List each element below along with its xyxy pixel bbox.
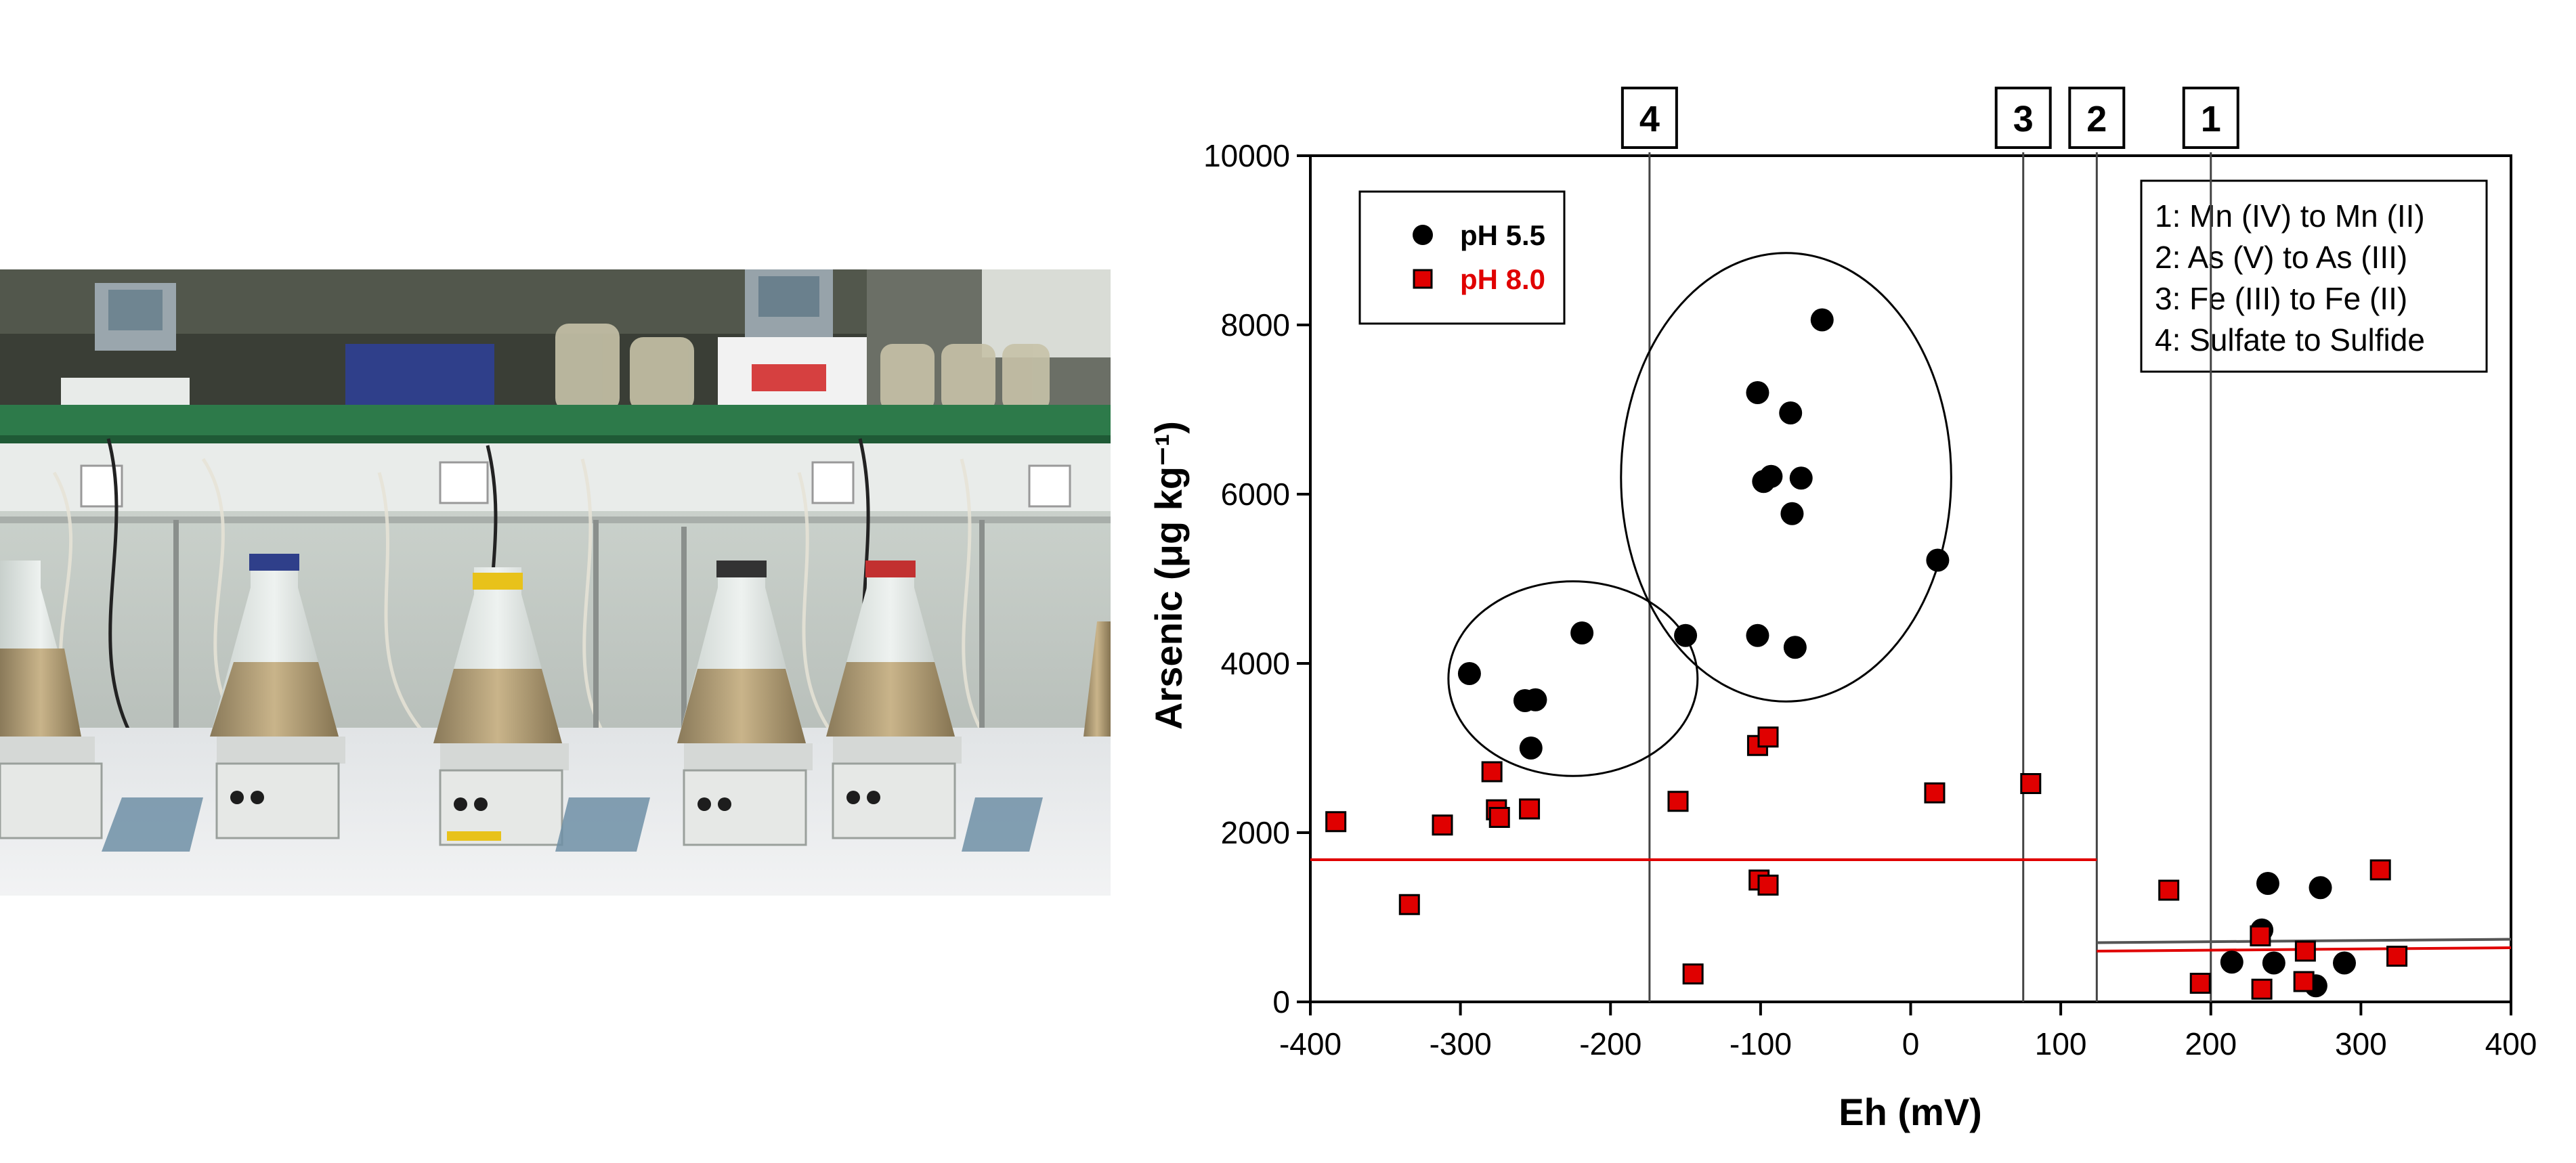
point-ph80 xyxy=(2251,978,2273,1000)
point-ph80 xyxy=(1924,782,1946,804)
reference-label-box-2 xyxy=(2068,87,2126,149)
legend-marker-ph55 xyxy=(1413,225,1433,245)
point-ph55 xyxy=(1519,737,1543,760)
y-tick-label: 0 xyxy=(1272,984,1290,1019)
x-tick-label: 0 xyxy=(1902,1026,1920,1061)
point-ph80 xyxy=(2293,971,2315,992)
reference-label-box-4 xyxy=(1620,87,1678,149)
cluster-ellipse-1 xyxy=(1447,580,1699,777)
point-ph55 xyxy=(1779,401,1803,424)
y-tick-label: 10000 xyxy=(1203,138,1290,173)
x-tick-label: 100 xyxy=(2035,1026,2087,1061)
y-tick-label: 6000 xyxy=(1221,477,1290,512)
point-ph55 xyxy=(1783,636,1807,659)
key-box: 1: Mn (IV) to Mn (II) 2: As (V) to As (I… xyxy=(2140,179,2488,373)
point-ph80 xyxy=(1757,875,1779,896)
legend-label-ph55: pH 5.5 xyxy=(1460,219,1545,251)
legend-label-ph80: pH 8.0 xyxy=(1460,263,1545,295)
point-ph55 xyxy=(1926,548,1950,572)
reference-label-box-3 xyxy=(1994,87,2052,149)
point-ph80 xyxy=(2369,859,2391,881)
x-tick-label: -200 xyxy=(1579,1026,1641,1061)
point-ph55 xyxy=(2309,876,2332,900)
y-tick-label: 4000 xyxy=(1221,646,1290,681)
point-ph55 xyxy=(1780,502,1804,525)
point-ph55 xyxy=(1524,688,1547,711)
point-ph55 xyxy=(1789,466,1813,490)
point-ph55 xyxy=(1810,308,1834,332)
key-box-frame xyxy=(2140,179,2488,373)
key-item-1: 1: Mn (IV) to Mn (II) xyxy=(2155,198,2425,234)
point-ph80 xyxy=(1488,807,1510,828)
legend-frame xyxy=(1358,190,1566,325)
point-ph80 xyxy=(2294,940,2316,962)
y-tick-label: 8000 xyxy=(1221,307,1290,343)
key-item-3: 3: Fe (III) to Fe (II) xyxy=(2155,281,2407,316)
point-ph80 xyxy=(1667,791,1689,812)
reference-label-4: 4 xyxy=(1639,99,1660,139)
point-ph80 xyxy=(2250,925,2271,946)
point-ph55 xyxy=(1570,621,1594,644)
point-ph55 xyxy=(1746,381,1769,404)
point-ph80 xyxy=(1682,963,1704,985)
cluster-ellipse-2 xyxy=(1620,252,1952,703)
x-tick-label: 400 xyxy=(2485,1026,2537,1061)
point-ph55 xyxy=(1457,662,1481,685)
reference-label-box-1 xyxy=(2182,87,2239,149)
point-ph80 xyxy=(1519,798,1541,820)
y-axis-title: Arsenic (μg kg⁻¹) xyxy=(1147,421,1190,730)
x-tick-label: -300 xyxy=(1430,1026,1492,1061)
point-ph55 xyxy=(2332,951,2356,975)
point-ph80 xyxy=(1432,814,1453,836)
reference-label-1: 1 xyxy=(2201,99,2221,139)
point-ph80 xyxy=(1325,811,1347,833)
x-tick-label: -400 xyxy=(1279,1026,1341,1061)
point-ph80 xyxy=(1398,894,1420,915)
reference-label-3: 3 xyxy=(2013,99,2034,139)
point-ph55 xyxy=(2220,950,2244,974)
laboratory-photo xyxy=(0,269,1111,896)
x-tick-label: -100 xyxy=(1730,1026,1792,1061)
point-ph55 xyxy=(1746,623,1769,647)
x-tick-label: 300 xyxy=(2335,1026,2387,1061)
point-ph55 xyxy=(1674,623,1698,647)
point-ph80 xyxy=(2386,946,2408,967)
legend-marker-ph80 xyxy=(1413,269,1433,289)
reference-label-2: 2 xyxy=(2086,99,2107,139)
point-ph55 xyxy=(2262,951,2285,975)
point-ph55 xyxy=(2256,872,2279,895)
point-ph80 xyxy=(2189,973,2211,994)
point-ph80 xyxy=(1481,761,1503,783)
legend: pH 5.5 pH 8.0 xyxy=(1358,190,1566,325)
key-item-4: 4: Sulfate to Sulfide xyxy=(2155,322,2425,357)
point-ph55 xyxy=(1759,464,1783,488)
point-ph80 xyxy=(1757,726,1779,748)
point-ph80 xyxy=(2158,879,2180,901)
point-ph80 xyxy=(2020,773,2042,794)
x-tick-label: 200 xyxy=(2185,1026,2237,1061)
x-axis-title: Eh (mV) xyxy=(1839,1091,1982,1133)
y-tick-label: 2000 xyxy=(1221,815,1290,850)
key-item-2: 2: As (V) to As (III) xyxy=(2155,240,2407,275)
